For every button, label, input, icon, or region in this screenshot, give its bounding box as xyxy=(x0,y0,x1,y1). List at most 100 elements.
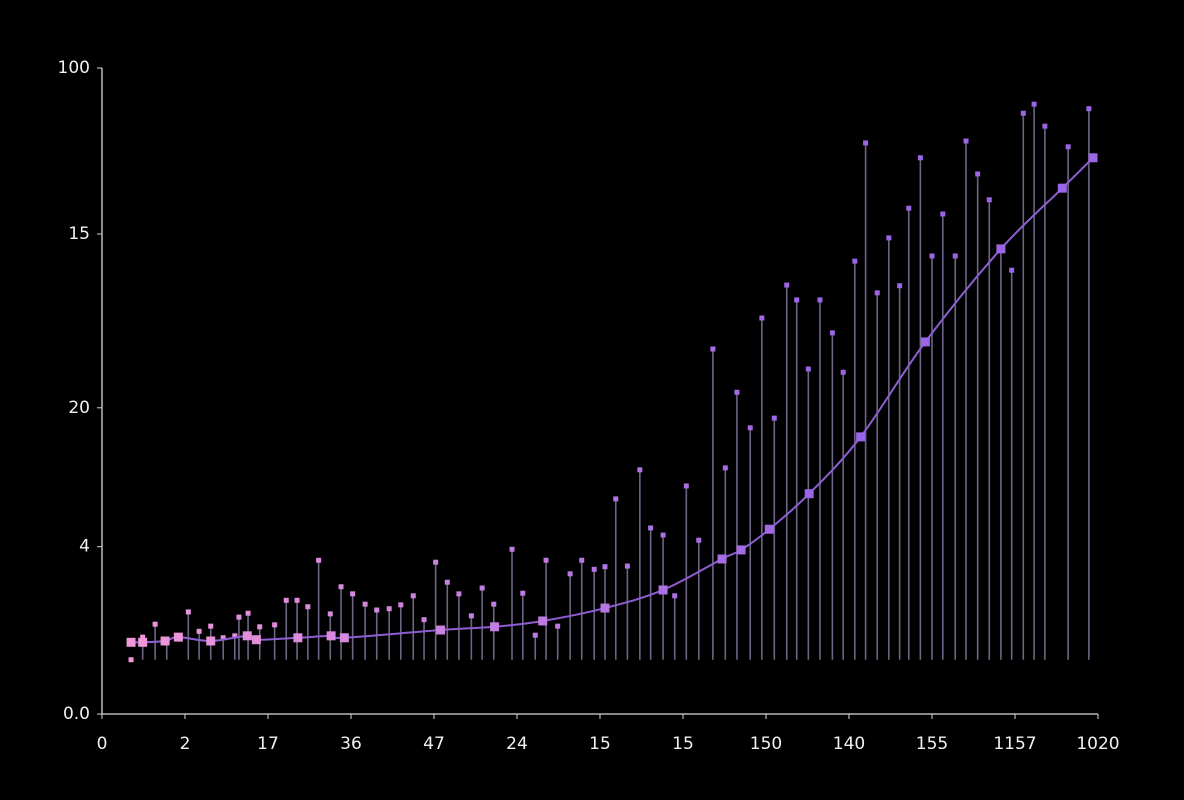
trend-marker xyxy=(856,432,866,442)
stem-marker xyxy=(863,140,869,146)
x-tick-label: 15 xyxy=(589,734,611,754)
stem-marker xyxy=(817,297,823,303)
stem-marker xyxy=(327,611,333,617)
stem-marker xyxy=(567,571,573,577)
stem-marker xyxy=(257,624,263,630)
stem-marker xyxy=(613,496,619,502)
trend-marker xyxy=(293,633,303,643)
stem-marker xyxy=(1042,123,1048,129)
stem-marker xyxy=(196,628,202,634)
trend-marker xyxy=(339,633,349,643)
stem-marker xyxy=(602,564,608,570)
stem-marker xyxy=(386,606,392,612)
stem-marker xyxy=(759,315,765,321)
stem-marker xyxy=(975,171,981,177)
stem-marker xyxy=(152,621,158,627)
stem-marker xyxy=(784,282,790,288)
stem-marker xyxy=(840,369,846,375)
stem-marker xyxy=(1031,101,1037,107)
stem-marker xyxy=(491,601,497,607)
trend-marker xyxy=(436,625,446,635)
trend-marker xyxy=(251,635,261,645)
trend-marker xyxy=(206,636,216,646)
x-tick-label: 140 xyxy=(833,734,865,754)
stem-marker xyxy=(906,205,912,211)
trend-marker xyxy=(804,489,814,499)
trend-marker xyxy=(1088,153,1098,163)
stem-marker xyxy=(929,253,935,259)
y-tick-label: 20 xyxy=(68,398,90,418)
stem-marker xyxy=(140,634,146,640)
trend-marker xyxy=(173,632,183,642)
stem-marker xyxy=(421,617,427,623)
x-tick-label: 36 xyxy=(340,734,362,754)
stem-marker xyxy=(338,584,344,590)
y-tick-label: 0.0 xyxy=(63,704,90,724)
stem-marker xyxy=(479,585,485,591)
trend-marker xyxy=(242,631,252,641)
stem-marker xyxy=(963,138,969,144)
stem-marker xyxy=(272,622,278,628)
trend-marker xyxy=(160,636,170,646)
x-tick-label: 17 xyxy=(257,734,279,754)
stem-marker xyxy=(232,633,238,639)
stem-marker xyxy=(897,283,903,289)
stem-marker xyxy=(410,593,416,599)
stem-marker xyxy=(1086,106,1092,112)
stem-marker xyxy=(236,614,242,620)
stem-marker xyxy=(185,609,191,615)
stem-marker xyxy=(886,235,892,241)
stem-marker xyxy=(456,591,462,597)
trend-marker xyxy=(717,554,727,564)
stem-marker xyxy=(660,532,666,538)
stem-marker xyxy=(722,465,728,471)
stem-marker xyxy=(579,557,585,563)
trend-line xyxy=(131,157,1094,644)
x-tick-label: 155 xyxy=(916,734,948,754)
x-tick-label: 47 xyxy=(423,734,445,754)
x-tick-label: 0 xyxy=(97,734,108,754)
stem-marker xyxy=(398,602,404,608)
stem-marker xyxy=(672,593,678,599)
trend-marker xyxy=(658,585,668,595)
x-tick-label: 2 xyxy=(180,734,191,754)
stem-marker xyxy=(433,559,439,565)
trend-marker xyxy=(126,637,136,647)
stem-marker xyxy=(952,253,958,259)
trend-marker xyxy=(538,616,548,626)
trend-marker xyxy=(1057,183,1067,193)
x-tick-label: 1157 xyxy=(993,734,1036,754)
y-tick-label: 15 xyxy=(68,224,90,244)
stem-marker xyxy=(543,557,549,563)
stem-marker xyxy=(208,623,214,629)
stem-marker xyxy=(468,613,474,619)
stem-marker xyxy=(591,566,597,572)
stem-marker xyxy=(444,579,450,585)
trend-marker xyxy=(736,545,746,555)
stem-marker xyxy=(520,590,526,596)
x-tick-label: 150 xyxy=(750,734,782,754)
stem-marker xyxy=(305,604,311,610)
trend-marker xyxy=(996,244,1006,254)
stem-marker xyxy=(1009,267,1015,273)
stem-marker xyxy=(874,290,880,296)
stem-marker xyxy=(374,607,380,613)
x-tick-label: 1020 xyxy=(1076,734,1119,754)
trend-marker xyxy=(138,637,148,647)
stem-marker xyxy=(940,211,946,217)
stem-marker xyxy=(747,425,753,431)
stem-marker xyxy=(316,557,322,563)
stem-marker xyxy=(696,537,702,543)
y-tick-label: 4 xyxy=(79,537,90,557)
stem-marker xyxy=(624,563,630,569)
stem-marker xyxy=(637,467,643,473)
trend-marker xyxy=(764,524,774,534)
y-tick-label: 100 xyxy=(58,58,90,78)
stem-marker xyxy=(220,635,226,641)
stem-marker xyxy=(350,591,356,597)
stem-marker xyxy=(509,546,515,552)
trend-marker xyxy=(600,603,610,613)
stem-marker xyxy=(805,366,811,372)
stem-marker xyxy=(986,197,992,203)
